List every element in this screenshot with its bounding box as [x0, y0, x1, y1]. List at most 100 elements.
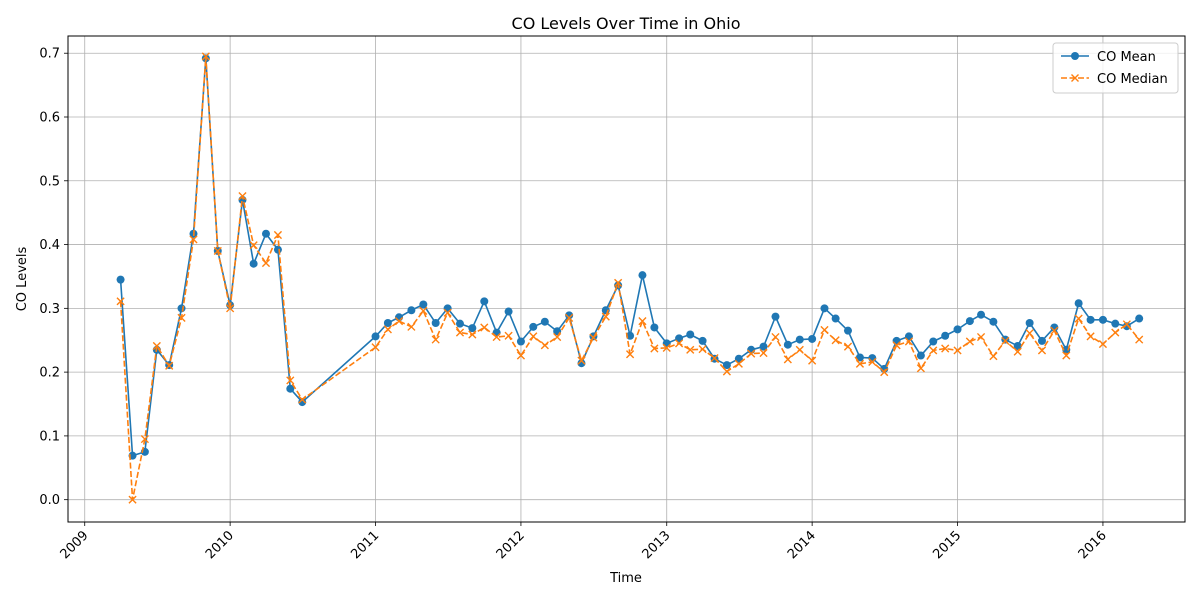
co-median-point	[953, 346, 962, 355]
co-median-point	[650, 344, 659, 353]
co-mean-point	[468, 324, 477, 333]
co-median-point	[419, 306, 428, 315]
co-median-point	[662, 343, 671, 352]
legend-swatch-median-marker	[1071, 74, 1079, 82]
co-median-point	[698, 345, 707, 354]
co-mean-point	[686, 330, 695, 339]
y-tick-label: 0.0	[39, 493, 60, 508]
co-median-point	[407, 322, 416, 331]
co-median-point	[165, 361, 174, 370]
y-axis-title: CO Levels	[15, 247, 30, 312]
co-mean-point	[1098, 315, 1107, 324]
co-mean-point	[1074, 299, 1083, 308]
co-median-point	[1050, 326, 1059, 335]
co-mean-point	[831, 314, 840, 323]
co-median-point	[140, 434, 149, 444]
co-median-point	[929, 346, 938, 355]
co-median-point	[614, 278, 623, 287]
co-mean-point	[516, 337, 525, 346]
chart-title: CO Levels Over Time in Ohio	[512, 14, 741, 33]
co-mean-point	[771, 312, 780, 321]
co-median-point	[492, 332, 501, 342]
co-mean-point	[698, 336, 707, 345]
co-mean-point	[747, 345, 756, 354]
co-mean-point	[540, 317, 549, 326]
co-median-point	[771, 332, 780, 342]
co-median-point	[286, 376, 295, 385]
x-axis-title: Time	[609, 571, 642, 586]
co-median-point	[1013, 347, 1022, 356]
co-mean-point	[1122, 322, 1131, 331]
co-mean-point	[431, 319, 440, 328]
co-median-point	[152, 341, 161, 351]
co-mean-point	[1037, 336, 1046, 345]
co-median-point	[371, 343, 380, 352]
co-mean-point	[1001, 335, 1010, 344]
co-mean-point	[929, 337, 938, 346]
y-tick-label: 0.5	[39, 174, 60, 189]
co-median-point	[965, 337, 974, 346]
co-median-point	[916, 364, 925, 373]
co-median-point	[868, 357, 877, 367]
y-tick-label: 0.3	[39, 302, 60, 317]
co-median-point	[831, 336, 840, 345]
y-tick-label: 0.2	[39, 366, 60, 381]
co-mean-point	[443, 304, 452, 313]
co-mean-point	[480, 297, 489, 306]
co-median-point	[1001, 336, 1010, 345]
co-median-point	[638, 316, 647, 326]
co-mean-point	[529, 322, 538, 331]
co-median-point	[480, 323, 489, 332]
co-mean-point	[577, 359, 586, 368]
co-median-point	[177, 313, 186, 323]
co-median-point	[1111, 328, 1120, 337]
co-mean-point	[1135, 314, 1144, 323]
co-median-point	[1062, 351, 1071, 360]
co-mean-point	[904, 332, 913, 341]
co-median-point	[1098, 339, 1108, 349]
co-mean-point	[977, 310, 986, 319]
co-median-point	[394, 316, 404, 326]
co-mean-point	[953, 325, 962, 334]
co-median-point	[1074, 314, 1083, 323]
co-mean-point	[734, 354, 743, 363]
co-mean-point	[395, 313, 404, 322]
y-tick-label: 0.6	[39, 111, 60, 126]
legend-label-median: CO Median	[1097, 72, 1168, 87]
co-median-point	[1025, 329, 1034, 338]
co-mean-point	[565, 311, 574, 320]
co-median-point	[455, 328, 465, 337]
grid	[68, 36, 1185, 522]
co-mean-point	[298, 398, 307, 407]
co-median-point	[710, 353, 719, 363]
co-mean-point	[273, 245, 282, 254]
co-median-point	[808, 356, 817, 365]
plot-area	[68, 36, 1185, 522]
co-median-point	[674, 339, 684, 348]
co-mean-point	[965, 317, 974, 326]
co-median-point	[904, 337, 914, 346]
co-median-point	[795, 345, 804, 354]
co-mean-point	[941, 331, 950, 340]
co-mean-point	[286, 384, 295, 393]
co-mean-point	[783, 340, 792, 349]
y-tick-label: 0.4	[39, 238, 60, 253]
legend: CO Mean CO Median	[1052, 42, 1179, 94]
co-median-point	[553, 332, 562, 342]
co-median-point	[734, 359, 743, 368]
co-mean-point	[407, 306, 416, 315]
co-median-point	[504, 331, 513, 340]
co-median-line	[119, 55, 1140, 501]
co-median-point	[625, 350, 635, 359]
co-mean-point	[177, 304, 186, 313]
co-median-point	[759, 348, 768, 358]
co-median-point	[892, 341, 901, 350]
co-mean-point	[1013, 341, 1022, 350]
co-median-point	[1122, 320, 1131, 329]
co-median-point	[128, 495, 137, 504]
co-median-point	[589, 333, 598, 342]
co-mean-point	[249, 259, 258, 268]
co-median-point	[976, 332, 986, 342]
series-group	[116, 52, 1144, 504]
